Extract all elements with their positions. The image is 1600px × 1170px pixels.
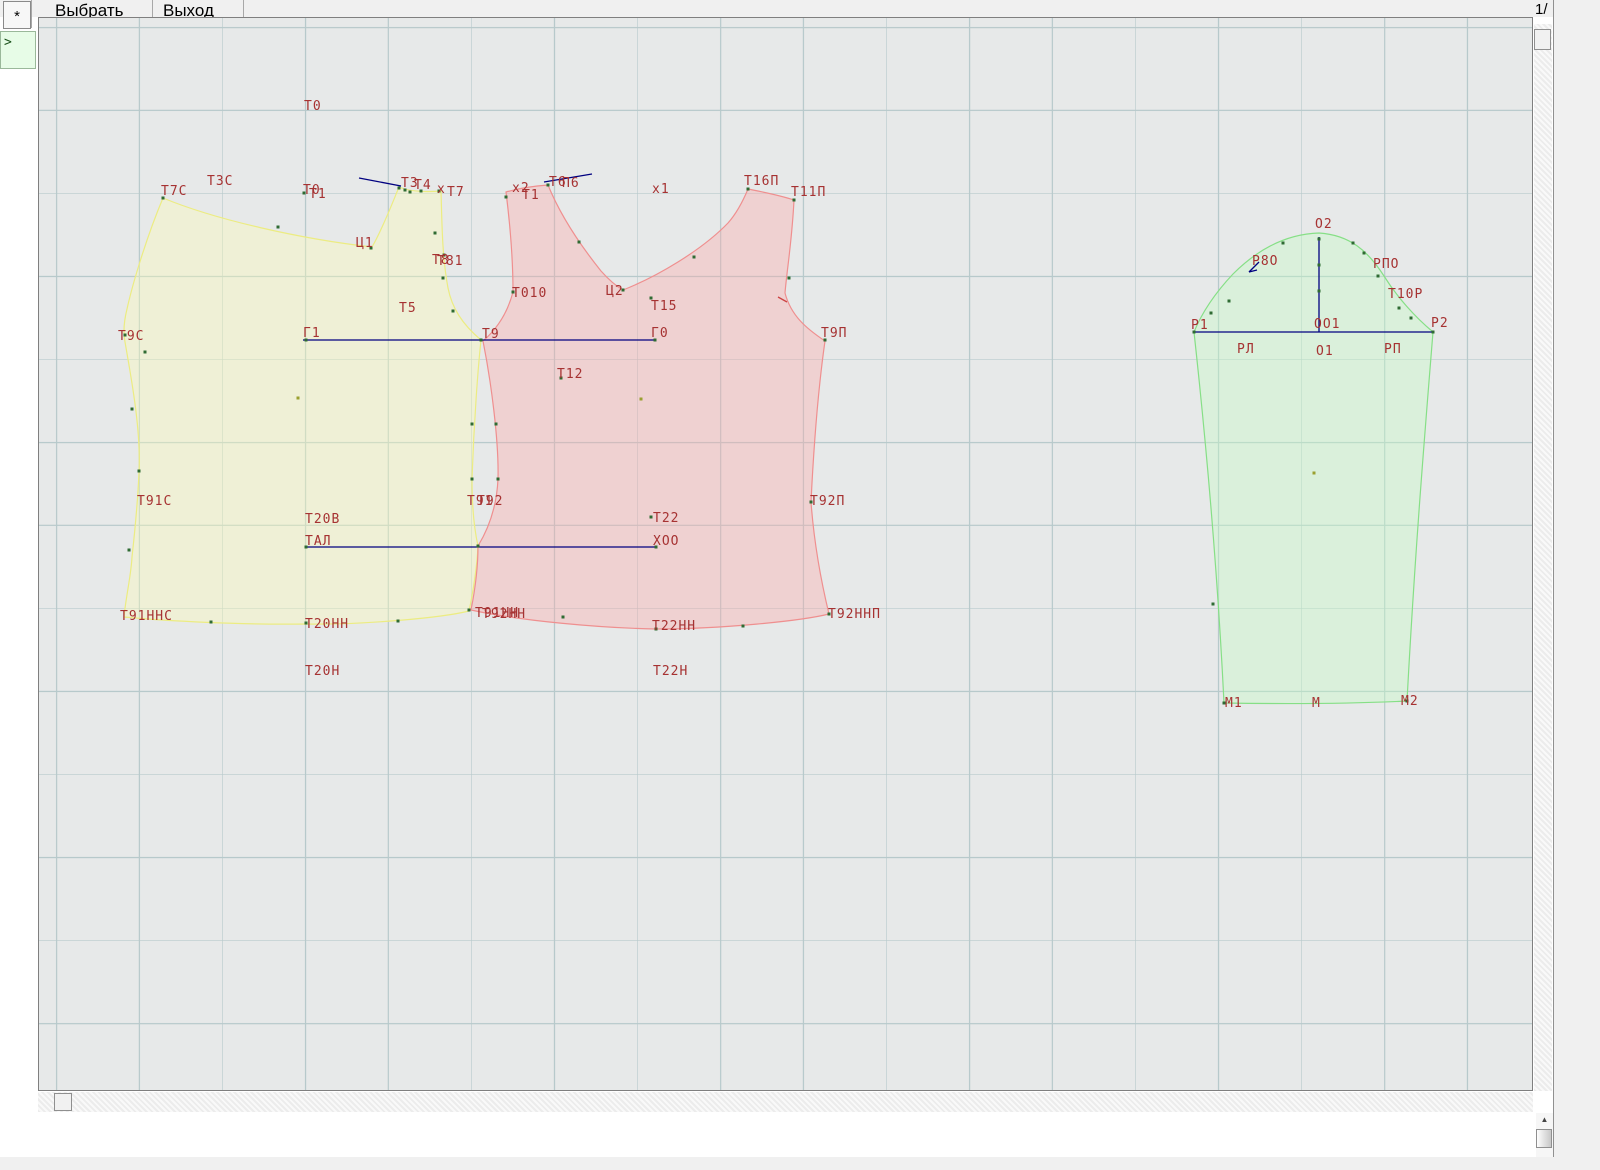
point-label: Т91С [137,494,173,509]
point-label: Р1 [1191,318,1209,333]
point-label: Т92НН [482,607,527,622]
point-label: ХОО [653,534,680,549]
point-label: Ц2 [606,284,624,299]
point-label: Р2 [1431,316,1449,331]
point-label: Т0 [303,183,321,198]
point-label: О1 [1316,344,1334,359]
point-label: Т010 [512,286,548,301]
point-label: х [437,182,446,197]
point-label: Т92П [810,494,846,509]
point-label: Т15 [651,299,678,314]
point-label: Т1 [309,187,327,202]
menu-separator [243,0,244,28]
point-label: Т7С [161,184,188,199]
menu-item-select[interactable]: Выбрать [55,1,124,20]
point-label: х1 [652,182,670,197]
menu-item-exit[interactable]: Выход [163,1,214,20]
right-margin-panel [1554,0,1600,1170]
point-label: П6 [562,176,580,191]
point-label: Т3 [401,176,419,191]
point-label: Т92ННП [828,607,881,622]
point-label: Т5 [399,301,417,316]
point-label: Т9 [482,327,500,342]
point-label: х2 [512,181,530,196]
point-label: М2 [1401,694,1419,709]
point-label: Т91ННС [120,609,173,624]
point-label: Г1 [303,326,321,341]
point-label: Т10Р [1388,287,1424,302]
point-label: РП [1384,342,1402,357]
point-label: РПО [1373,257,1400,272]
point-label: Р8О [1252,254,1279,269]
page-indicator: 1/ [1535,1,1548,18]
mini-scrollbar-thumb[interactable] [1536,1129,1552,1148]
point-label: Т9С [118,329,145,344]
point-label: Т20Н [305,664,341,679]
menu-separator [31,0,32,28]
front-piece[interactable] [470,184,830,630]
point-label: Т91 [467,494,494,509]
point-label: Т1 [522,188,540,203]
back-piece[interactable] [123,186,482,625]
scroll-up-icon[interactable]: ▲ [1540,1115,1549,1124]
point-markers [123,183,1435,705]
point-label: Т81 [437,254,464,269]
point-label: Т4 [414,178,432,193]
point-label: Т9П [821,326,848,341]
point-label: ТАЛ [305,534,332,549]
point-label: Т6 [549,175,567,190]
star-button[interactable]: * [3,1,31,29]
point-label: М [1312,696,1321,711]
mini-vertical-scrollbar[interactable]: ▲ ▼ [1536,1113,1553,1168]
point-label: Ц1 [356,236,374,251]
point-label: Т22 [653,511,680,526]
point-label: Т20В [305,512,341,527]
point-label: ОО1 [1314,317,1341,332]
command-prompt[interactable]: > [0,31,36,69]
drawing-canvas[interactable]: Т0 Т7С Т3С Т0 Т1 Т3 Т4 х Т7 Ц1 Т8 Т81 Т5 Г1 Т9С Т91С Т20… [38,17,1533,1091]
point-label: Т20НН [305,617,350,632]
panel-border [1553,0,1554,1170]
sleeve-piece[interactable] [1193,232,1434,705]
point-label: Г0 [651,326,669,341]
point-label: М1 [1225,696,1243,711]
point-label: Т3С [207,174,234,189]
menu-separator [152,0,153,28]
vertical-scrollbar-thumb[interactable] [1534,29,1551,50]
point-label: Т7 [447,185,465,200]
point-label: Т92 [477,494,504,509]
point-label: РЛ [1237,342,1255,357]
point-label: Т22Н [653,664,689,679]
pieces-svg [123,173,1435,705]
point-label: Т8 [432,253,450,268]
point-label: О2 [1315,217,1333,232]
horizontal-scrollbar[interactable] [38,1092,1533,1112]
status-bar [0,1157,1600,1170]
point-label: Т16П [744,174,780,189]
point-label: Т22НН [652,619,697,634]
menu-bar: Выбрать Выход [0,0,1600,28]
point-label: Т12 [557,367,584,382]
construction-lines [303,173,1433,548]
point-label: Т91НН [475,606,520,621]
point-label: Т11П [791,185,827,200]
vertical-scrollbar[interactable] [1534,24,1552,1091]
horizontal-scrollbar-thumb[interactable] [54,1093,72,1111]
point-label: Т0 [304,99,322,114]
